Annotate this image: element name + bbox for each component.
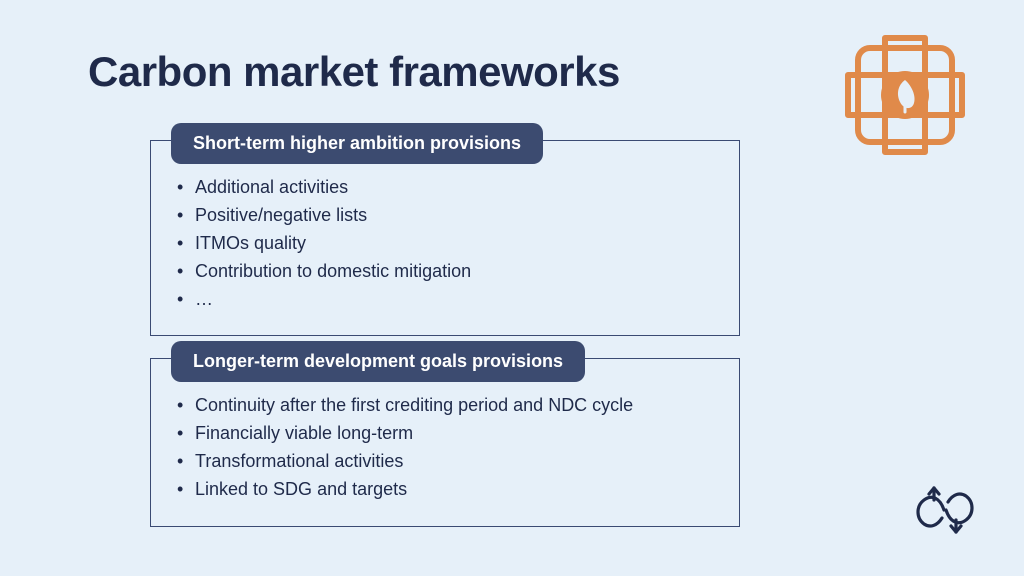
list-item: Contribution to domestic mitigation xyxy=(195,258,717,286)
card-list: Continuity after the first crediting per… xyxy=(151,392,739,526)
list-item: Continuity after the first crediting per… xyxy=(195,392,717,420)
list-item: Linked to SDG and targets xyxy=(195,476,717,504)
list-item: Positive/negative lists xyxy=(195,202,717,230)
list-item: ITMOs quality xyxy=(195,230,717,258)
page-title: Carbon market frameworks xyxy=(88,48,620,96)
list-item: Transformational activities xyxy=(195,448,717,476)
list-item: Financially viable long-term xyxy=(195,420,717,448)
list-item: … xyxy=(195,286,717,314)
list-item: Additional activities xyxy=(195,174,717,202)
infinity-arrows-logo-icon xyxy=(910,480,980,540)
framework-leaf-grid-icon xyxy=(840,30,970,160)
card-short-term: Short-term higher ambition provisions Ad… xyxy=(150,140,740,336)
card-list: Additional activities Positive/negative … xyxy=(151,174,739,335)
card-header: Short-term higher ambition provisions xyxy=(171,123,543,164)
card-longer-term: Longer-term development goals provisions… xyxy=(150,358,740,527)
card-header: Longer-term development goals provisions xyxy=(171,341,585,382)
